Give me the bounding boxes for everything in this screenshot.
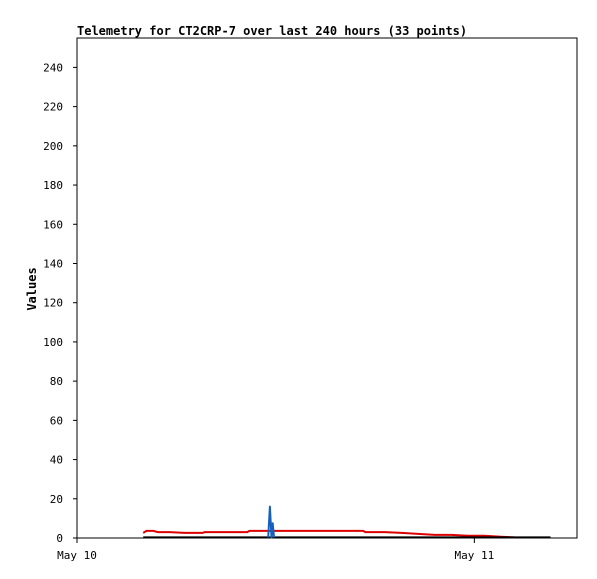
y-axis-label: Values xyxy=(25,267,39,310)
y-tick-label: 200 xyxy=(43,140,63,153)
y-tick-label: 240 xyxy=(43,61,63,74)
x-tick-label: May 11 xyxy=(454,549,494,562)
y-tick-label: 220 xyxy=(43,101,63,114)
y-axis: 0 20 40 60 80 100 120 140 160 180 200 220 240 xyxy=(43,61,77,545)
x-tick-label: May 10 xyxy=(57,549,97,562)
y-tick-label: 120 xyxy=(43,297,63,310)
y-tick-label: 40 xyxy=(50,454,63,467)
series-layer xyxy=(142,505,551,539)
y-tick-label: 140 xyxy=(43,257,63,270)
y-tick-label: 20 xyxy=(50,493,63,506)
y-tick-label: 180 xyxy=(43,179,63,192)
y-tick-label: 0 xyxy=(56,532,63,545)
series-line-1 xyxy=(142,529,515,539)
chart-title: Telemetry for CT2CRP-7 over last 240 hou… xyxy=(77,24,467,38)
series-line-3 xyxy=(267,505,275,539)
y-tick-label: 80 xyxy=(50,375,63,388)
x-axis: May 10 May 11 xyxy=(57,538,494,562)
y-tick-label: 100 xyxy=(43,336,63,349)
y-tick-label: 160 xyxy=(43,218,63,231)
plot-area-frame xyxy=(76,37,578,539)
y-tick-label: 60 xyxy=(50,414,63,427)
